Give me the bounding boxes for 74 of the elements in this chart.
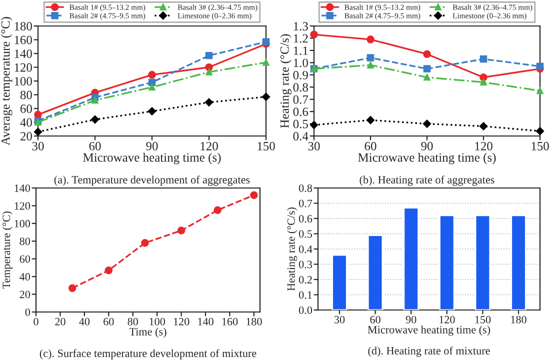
x-tick-label: 80 — [128, 318, 138, 326]
x-tick-label: 140 — [198, 318, 214, 326]
y-tick-label: 0.5 — [298, 230, 312, 238]
y-tick-label: 0.1 — [298, 291, 312, 299]
y-tick-label: 0.5 — [293, 120, 308, 128]
y-tick-label: 140 — [14, 50, 32, 58]
x-tick-label: 60 — [104, 318, 114, 326]
text: (c). Surface temperature development of mixture — [40, 349, 256, 360]
y-tick-label: 180 — [14, 22, 32, 30]
y-tick-label: 160 — [14, 36, 32, 44]
y-tick-label: 0.0 — [298, 306, 312, 314]
y-tick-label: 0.7 — [293, 95, 308, 104]
y-tick-label: 0.8 — [293, 83, 308, 92]
x-tick-label: 150 — [532, 142, 549, 150]
y-tick-label: 80 — [20, 238, 30, 246]
y-axis-title: Heating rate (°C/s) — [287, 207, 298, 291]
y-tick-label: 140 — [14, 184, 30, 192]
y-tick-label: 1.1 — [294, 46, 308, 55]
text: (a). Temperature development of aggregates — [54, 176, 250, 186]
y-tick-label: 1.3 — [294, 22, 308, 31]
y-tick-label: 1.2 — [294, 34, 308, 43]
x-tick-label: 150 — [475, 316, 491, 324]
x-tick-label: 120 — [200, 142, 218, 150]
y-axis-title: Average temperature (°C) — [0, 17, 12, 146]
y-tick-label: 0.9 — [293, 70, 308, 80]
x-tick-label: 90 — [146, 142, 158, 150]
y-tick-label: 100 — [14, 77, 32, 86]
x-tick-label: 160 — [222, 318, 238, 326]
x-tick-label: 30 — [32, 142, 44, 150]
x-tick-label: 0 — [34, 318, 38, 326]
y-axis-title: Temperature (°C) — [2, 211, 12, 289]
x-tick-label: 60 — [370, 316, 380, 324]
x-tick-label: 40 — [79, 318, 90, 326]
x-tick-label: 100 — [150, 318, 165, 326]
y-tick-label: 0.4 — [293, 132, 308, 141]
y-tick-label: 100 — [14, 220, 30, 228]
y-tick-label: 20 — [20, 132, 32, 140]
x-axis-title: Time (s) — [129, 328, 166, 338]
y-tick-label: 0.6 — [298, 214, 312, 223]
y-tick-label: 0.2 — [298, 276, 312, 284]
y-tick-label: 20 — [20, 290, 30, 298]
y-axis-title: Heating rate (°C/s) — [280, 34, 292, 128]
x-tick-label: 180 — [246, 318, 262, 326]
x-tick-label: 20 — [55, 318, 66, 326]
x-tick-label: 120 — [475, 142, 492, 150]
x-tick-label: 150 — [258, 142, 275, 150]
y-tick-label: 0.4 — [298, 245, 312, 254]
x-tick-label: 60 — [89, 142, 101, 150]
y-tick-label: 120 — [14, 202, 30, 210]
y-tick-label: 60 — [20, 255, 30, 263]
y-tick-label: 0.7 — [298, 200, 312, 208]
x-axis-title: Microwave heating time (s) — [83, 152, 221, 164]
x-axis-title: Microwave heating time (s) — [358, 152, 496, 164]
text: (d). Heating rate of mixture — [368, 346, 490, 357]
x-tick-label: 30 — [308, 142, 320, 150]
x-tick-label: 90 — [421, 142, 433, 150]
x-tick-label: 60 — [364, 142, 376, 150]
y-tick-label: 0.8 — [298, 184, 312, 192]
x-tick-label: 90 — [406, 316, 416, 324]
y-tick-label: 120 — [14, 63, 32, 72]
y-tick-label: 0.3 — [298, 260, 312, 268]
x-tick-label: 180 — [511, 316, 526, 324]
y-tick-label: 0 — [25, 308, 30, 316]
y-tick-label: 0.6 — [293, 108, 308, 116]
y-tick-label: 1.0 — [294, 58, 308, 68]
y-tick-label: 60 — [20, 104, 32, 113]
x-tick-label: 30 — [334, 316, 345, 324]
y-tick-label: 40 — [20, 118, 32, 127]
x-tick-label: 120 — [440, 316, 455, 324]
y-tick-label: 80 — [20, 90, 32, 100]
text: (b). Heating rate of aggregates — [360, 176, 494, 186]
y-tick-label: 40 — [20, 273, 30, 281]
x-axis-title: Microwave heating time (s) — [368, 326, 490, 336]
x-tick-label: 120 — [174, 318, 190, 326]
